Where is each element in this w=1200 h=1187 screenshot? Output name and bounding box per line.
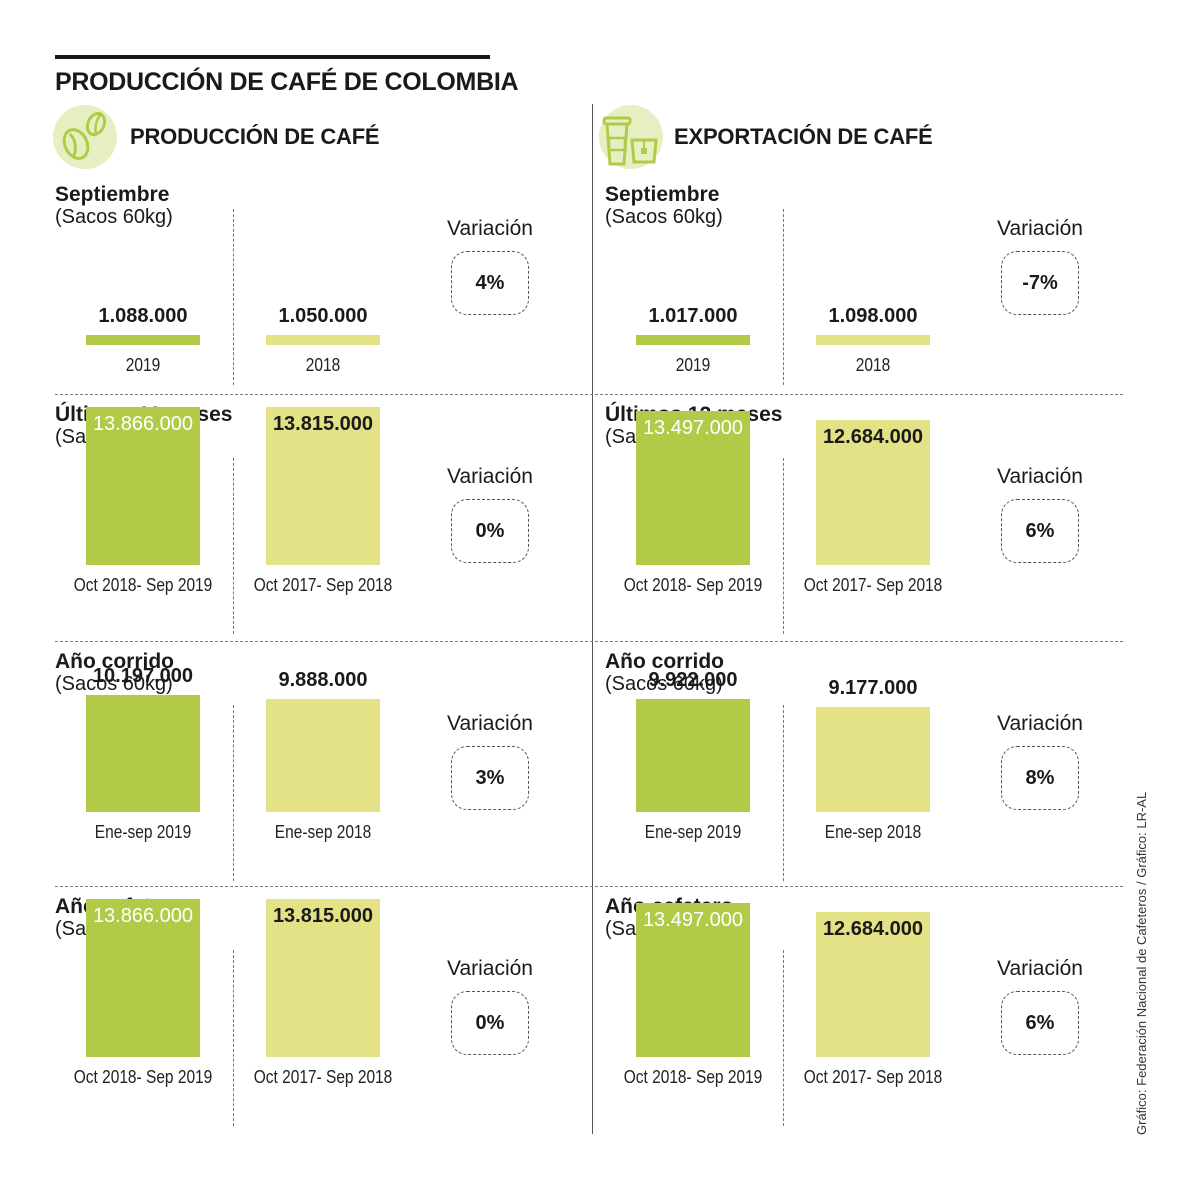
bar-oct-2018-sep-2019 bbox=[86, 899, 200, 1057]
data-label: 12.684.000 bbox=[822, 426, 924, 448]
bar-divider bbox=[233, 458, 234, 634]
section-title: Septiembre bbox=[605, 183, 720, 206]
variation-label: Variación bbox=[997, 712, 1083, 735]
chart-section: Últimos 12 meses(Sacos 60kg)13.866.000Oc… bbox=[55, 403, 595, 634]
variation-box: 0% bbox=[451, 499, 529, 563]
tick-label: Oct 2017- Sep 2018 bbox=[803, 575, 943, 595]
data-label: 13.497.000 bbox=[642, 909, 744, 931]
variation-box: 3% bbox=[451, 746, 529, 810]
column-title-exportacion: EXPORTACIÓN DE CAFÉ bbox=[674, 124, 933, 149]
data-label: 12.684.000 bbox=[822, 918, 924, 940]
bar-ene-sep-2019 bbox=[636, 699, 750, 812]
tick-label: Oct 2017- Sep 2018 bbox=[803, 1067, 943, 1087]
tick-label: 2018 bbox=[855, 355, 891, 375]
tick-label: Oct 2018- Sep 2019 bbox=[73, 575, 213, 595]
bar-oct-2017-sep-2018 bbox=[816, 912, 930, 1057]
data-label: 9.177.000 bbox=[828, 677, 918, 699]
variation-label: Variación bbox=[997, 465, 1083, 488]
tick-label: 2019 bbox=[125, 355, 161, 375]
variation-box: 4% bbox=[451, 251, 529, 315]
data-label: 13.815.000 bbox=[272, 413, 374, 435]
variation-box: 8% bbox=[1001, 746, 1079, 810]
column-divider bbox=[592, 104, 593, 1134]
bar-divider bbox=[783, 209, 784, 385]
data-label: 13.866.000 bbox=[92, 413, 194, 435]
chart-section: Año corrido (Sacos 60kg) 9.922.000 Ene-sep … bbox=[605, 650, 1145, 881]
variation-box: -7% bbox=[1001, 251, 1079, 315]
section-title: Año corrido bbox=[55, 650, 174, 673]
bar-oct-2018-sep-2019 bbox=[636, 903, 750, 1057]
variation-label: Variación bbox=[447, 712, 533, 735]
tick-label: Oct 2017- Sep 2018 bbox=[253, 1067, 393, 1087]
data-label: 13.815.000 bbox=[272, 905, 374, 927]
data-label: 1.050.000 bbox=[278, 305, 368, 327]
data-label: 13.497.000 bbox=[642, 417, 744, 439]
variation-label: Variación bbox=[997, 957, 1083, 980]
section-unit: (Sacos 60kg) bbox=[55, 206, 173, 228]
tick-label: Ene-sep 2019 bbox=[94, 822, 192, 842]
bar-ene-sep-2018 bbox=[266, 699, 380, 812]
bar-divider bbox=[783, 705, 784, 881]
chart-section: Año corrido (Sacos 60kg) 10.197.000 Ene-sep… bbox=[55, 650, 595, 881]
variation-label: Variación bbox=[997, 217, 1083, 240]
tick-label: Ene-sep 2018 bbox=[824, 822, 922, 842]
row-separator bbox=[55, 641, 1123, 642]
bar-oct-2018-sep-2019 bbox=[86, 407, 200, 565]
tick-label: 2018 bbox=[305, 355, 341, 375]
section-title: Año corrido bbox=[605, 650, 724, 673]
data-label: 13.866.000 bbox=[92, 905, 194, 927]
bar-oct-2017-sep-2018 bbox=[816, 420, 930, 565]
page-title: PRODUCCIÓN DE CAFÉ DE COLOMBIA bbox=[55, 68, 519, 96]
row-separator bbox=[55, 394, 1123, 395]
section-unit: (Sacos 60kg) bbox=[55, 673, 173, 695]
column-title-produccion: PRODUCCIÓN DE CAFÉ bbox=[130, 124, 380, 149]
variation-label: Variación bbox=[447, 465, 533, 488]
data-label: 1.017.000 bbox=[648, 305, 738, 327]
coffee-cup-icon bbox=[599, 105, 663, 169]
bar-ene-sep-2018 bbox=[816, 707, 930, 812]
variation-box: 6% bbox=[1001, 991, 1079, 1055]
bar-oct-2018-sep-2019 bbox=[636, 411, 750, 565]
bar-2018 bbox=[266, 335, 380, 345]
bar-2019 bbox=[636, 335, 750, 345]
coffee-beans-icon bbox=[53, 105, 117, 169]
bar-oct-2017-sep-2018 bbox=[266, 407, 380, 565]
variation-label: Variación bbox=[447, 957, 533, 980]
bar-divider bbox=[783, 458, 784, 634]
tick-label: Ene-sep 2018 bbox=[274, 822, 372, 842]
data-label: 9.922.000 bbox=[648, 669, 738, 691]
row-separator bbox=[55, 886, 1123, 887]
chart-section: Septiembre (Sacos 60kg) 1.088.000 2019 1.050… bbox=[55, 183, 595, 385]
tick-label: Ene-sep 2019 bbox=[644, 822, 742, 842]
bar-divider bbox=[233, 209, 234, 385]
chart-section: Últimos 12 meses(Sacos 60kg)13.497.000Oc… bbox=[605, 403, 1145, 634]
section-unit: (Sacos 60kg) bbox=[605, 206, 723, 228]
bar-divider bbox=[783, 950, 784, 1126]
title-rule bbox=[55, 55, 490, 59]
data-label: 10.197.000 bbox=[92, 665, 194, 687]
chart-section: Septiembre (Sacos 60kg) 1.017.000 2019 1.098… bbox=[605, 183, 1145, 385]
data-label: 9.888.000 bbox=[278, 669, 368, 691]
bar-divider bbox=[233, 705, 234, 881]
variation-box: 0% bbox=[451, 991, 529, 1055]
section-unit: (Sacos 60kg) bbox=[605, 673, 723, 695]
data-label: 1.098.000 bbox=[828, 305, 918, 327]
tick-label: Oct 2018- Sep 2019 bbox=[73, 1067, 213, 1087]
tick-label: Oct 2018- Sep 2019 bbox=[623, 1067, 763, 1087]
section-title: Septiembre bbox=[55, 183, 170, 206]
data-label: 1.088.000 bbox=[98, 305, 188, 327]
variation-box: 6% bbox=[1001, 499, 1079, 563]
bar-oct-2017-sep-2018 bbox=[266, 899, 380, 1057]
variation-label: Variación bbox=[447, 217, 533, 240]
bar-divider bbox=[233, 950, 234, 1126]
bar-ene-sep-2019 bbox=[86, 695, 200, 812]
bar-2018 bbox=[816, 335, 930, 345]
tick-label: 2019 bbox=[675, 355, 711, 375]
tick-label: Oct 2017- Sep 2018 bbox=[253, 575, 393, 595]
tick-label: Oct 2018- Sep 2019 bbox=[623, 575, 763, 595]
bar-2019 bbox=[86, 335, 200, 345]
